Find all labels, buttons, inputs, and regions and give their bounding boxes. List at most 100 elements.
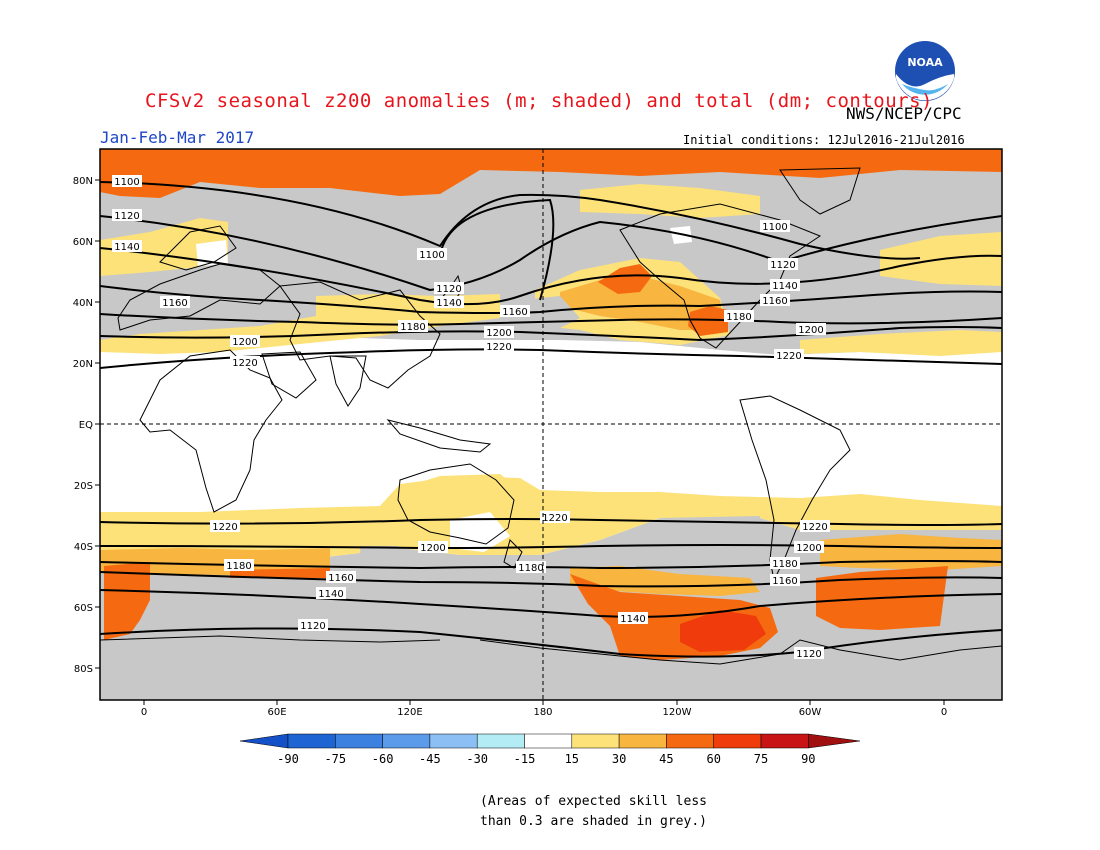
colorbar-segment: [713, 733, 762, 749]
svg-text:1200: 1200: [798, 325, 823, 336]
svg-text:1140: 1140: [772, 281, 797, 292]
colorbar-label: -75: [324, 752, 346, 766]
svg-text:1220: 1220: [212, 522, 237, 533]
coast-australia: [397, 463, 515, 545]
colorbar-segment: [618, 733, 667, 749]
coast-south-america: [739, 395, 851, 582]
contour-1160-nh: [100, 285, 1002, 314]
contour-label-1120-a: 1120: [112, 209, 142, 222]
contour-1200-sh: [100, 544, 1002, 550]
contour-label-1160-e: 1160: [770, 574, 800, 587]
anomaly-pacific-peak: [598, 264, 652, 294]
anomaly-sh-orange-west: [100, 548, 330, 576]
lat-label: 40N: [73, 298, 93, 309]
contour-label-1200-c: 1200: [796, 323, 826, 336]
contour-label-1120-b: 1120: [434, 282, 464, 295]
contour-label-1220-a: 1220: [230, 356, 260, 369]
longitude-labels: 0 60E 120E 180 120W 60W 0: [141, 707, 947, 718]
anomaly-pacific-core: [560, 276, 724, 330]
colorbar: -90 -75 -60 -45 -30 -15 15 30 45 60 75 90: [239, 733, 861, 766]
lon-label: 60E: [267, 707, 286, 718]
noaa-logo: NOAA: [895, 41, 955, 101]
svg-text:1120: 1120: [796, 649, 821, 660]
latitude-labels: 80N 60N 40N 20N EQ 20S 40S 60S 80S: [73, 176, 93, 675]
colorbar-segment: [571, 733, 620, 749]
svg-text:1100: 1100: [419, 250, 444, 261]
anomaly-sh-orange-east: [820, 534, 1002, 570]
axis-ticks: [95, 179, 945, 705]
contour-label-1100-a: 1100: [112, 175, 142, 188]
skill-note: (Areas of expected skill less than 0.3 a…: [480, 792, 707, 832]
contour-label-1180-d: 1180: [516, 561, 546, 574]
anomaly-sh-red-west: [104, 562, 150, 640]
coast-antarctica-west: [100, 635, 441, 643]
skill-note-line-1: (Areas of expected skill less: [480, 794, 707, 809]
lon-label: 0: [141, 707, 147, 718]
colorbar-segment: [476, 733, 525, 749]
anomaly-sh-orange-pacific: [570, 566, 760, 596]
lat-label: 40S: [74, 542, 93, 553]
anomaly-na-peak: [688, 306, 728, 336]
contour-label-1200-d: 1200: [418, 541, 448, 554]
svg-text:1160: 1160: [502, 307, 527, 318]
agency-label: NWS/NCEP/CPC: [846, 104, 962, 123]
svg-text:1200: 1200: [796, 543, 821, 554]
lon-label: 120E: [397, 707, 422, 718]
svg-text:1160: 1160: [762, 296, 787, 307]
svg-text:1220: 1220: [776, 351, 801, 362]
lon-label: 0: [941, 707, 947, 718]
anomaly-arctic: [100, 149, 1002, 198]
svg-text:1160: 1160: [162, 298, 187, 309]
contour-labels: 1100 1100 1100 1120 1120 1120 1140 1140 …: [112, 175, 830, 660]
contour-1140-sh: [100, 589, 1002, 618]
lat-label: 60N: [73, 237, 93, 248]
coast-greenland: [779, 167, 861, 215]
lon-label: 180: [533, 707, 552, 718]
svg-text:1180: 1180: [226, 561, 251, 572]
svg-text:1140: 1140: [436, 298, 461, 309]
contour-1120-nh: [100, 215, 1002, 292]
colorbar-label: 45: [659, 752, 673, 766]
contour-1220-sh: [100, 518, 1002, 526]
contour-1160-sh: [100, 571, 1002, 588]
colorbar-segment: [335, 733, 383, 749]
contour-label-1200-b: 1200: [484, 326, 514, 339]
colorbar-segment: [524, 733, 573, 749]
svg-text:1180: 1180: [772, 559, 797, 570]
colorbar-segment: [287, 733, 336, 749]
contour-label-1140-e: 1140: [618, 612, 648, 625]
svg-text:1140: 1140: [318, 589, 343, 600]
anomaly-nh-canada: [580, 184, 760, 218]
colorbar-label: 90: [801, 752, 815, 766]
colorbar-label: -90: [277, 752, 299, 766]
contour-1140-nh: [100, 247, 1002, 306]
colorbar-label: -30: [466, 752, 488, 766]
contour-label-1100-c: 1100: [760, 220, 790, 233]
colorbar-segment: [382, 733, 431, 749]
coast-asia: [279, 281, 441, 389]
coast-scandinavia: [159, 225, 237, 271]
contour-label-1180-a: 1180: [398, 320, 428, 333]
contour-1120-sh: [100, 627, 1002, 658]
contour-label-1180-e: 1180: [770, 557, 800, 570]
svg-text:1220: 1220: [542, 513, 567, 524]
contour-label-1120-e: 1120: [794, 647, 824, 660]
svg-text:1100: 1100: [114, 177, 139, 188]
contour-label-1100-b: 1100: [417, 248, 447, 261]
lat-label: 60S: [74, 603, 93, 614]
contour-1180-sh: [100, 560, 1002, 570]
contour-label-1220-b: 1220: [484, 340, 514, 353]
lat-label: EQ: [79, 420, 93, 431]
height-contours: [100, 181, 1002, 658]
contour-label-1160-c: 1160: [760, 294, 790, 307]
contour-1200-nh: [100, 326, 1002, 342]
contour-label-1220-e: 1220: [540, 511, 570, 524]
noaa-logo-text: NOAA: [907, 56, 943, 69]
colorbar-label: 60: [706, 752, 720, 766]
contour-label-1180-c: 1180: [224, 559, 254, 572]
svg-text:1120: 1120: [300, 621, 325, 632]
lat-label: 20S: [74, 481, 93, 492]
coast-india: [329, 355, 367, 407]
colorbar-left-arrow: [239, 733, 289, 749]
contour-label-1220-f: 1220: [800, 520, 830, 533]
